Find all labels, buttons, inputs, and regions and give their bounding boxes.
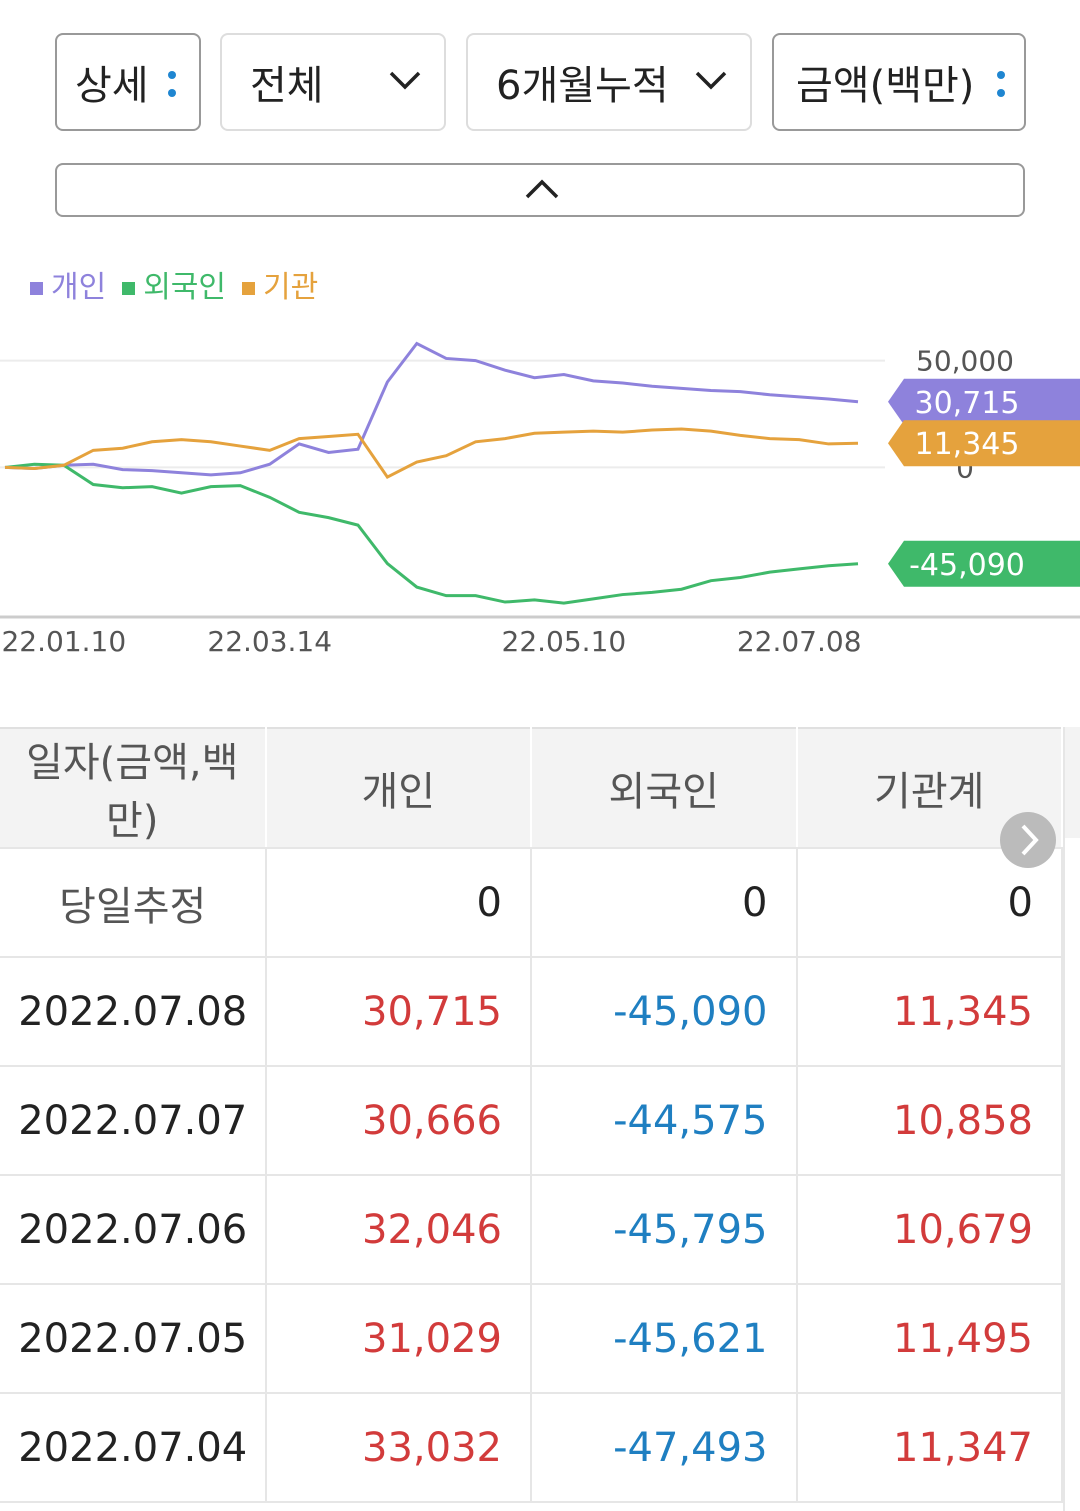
legend-item: 기관: [242, 262, 318, 306]
value-badge: [888, 540, 1080, 587]
date-cell: 2022.07.05: [0, 1283, 267, 1394]
detail-select[interactable]: 상세: [55, 33, 201, 131]
value-cell: 0: [264, 847, 532, 958]
legend-label: 기관: [263, 270, 319, 305]
chevron-right-icon: [1021, 824, 1039, 856]
date-cell: 2022.07.08: [0, 956, 267, 1067]
value-label: 11,345: [915, 427, 1020, 462]
legend-item: 외국인: [122, 262, 226, 306]
menu-icon: [168, 71, 176, 97]
legend-item: 개인: [30, 262, 106, 306]
table-row: 2022.07.08 30,715 -45,090 11,345: [0, 956, 1063, 1067]
value-cell: 30,715: [264, 956, 532, 1067]
chevron-icon: [389, 71, 421, 90]
value-cell: 11,345: [795, 956, 1063, 1067]
legend-swatch: [122, 282, 136, 295]
x-tick-label: 22.03.14: [207, 625, 332, 658]
value-cell: 11,495: [795, 1283, 1063, 1394]
detail-label: 상세: [75, 63, 149, 109]
legend-swatch: [242, 282, 256, 295]
value-cell: -45,795: [530, 1174, 798, 1285]
period-select[interactable]: 6개월누적: [466, 33, 752, 131]
chevron-up-icon: [525, 179, 559, 199]
value-cell: 30,666: [264, 1065, 532, 1176]
value-badge: [888, 378, 1080, 425]
x-tick-label: 22.07.08: [737, 625, 862, 658]
value-cell: 0: [530, 847, 798, 958]
value-cell: -47,493: [530, 1392, 798, 1503]
x-tick-label: 22.05.10: [502, 625, 627, 658]
scope-label: 전체: [250, 63, 324, 109]
value-label: 30,715: [915, 386, 1020, 421]
header-cell: 개인: [264, 727, 532, 849]
value-cell: 10,679: [795, 1174, 1063, 1285]
value-cell: 32,046: [264, 1174, 532, 1285]
value-label: -45,090: [909, 548, 1025, 583]
header-row: 일자(금액,백만) 개인 외국인 기관계: [0, 727, 1063, 849]
table-row: 2022.07.06 32,046 -45,795 10,679: [0, 1174, 1063, 1285]
period-label: 6개월누적: [496, 63, 669, 109]
scope-select[interactable]: 전체: [220, 33, 446, 131]
table-row: 2022.07.07 30,666 -44,575 10,858: [0, 1065, 1063, 1176]
value-cell: 11,347: [795, 1392, 1063, 1503]
date-cell: 당일추정: [0, 847, 267, 958]
legend: 개인 외국인 기관: [30, 262, 318, 306]
collapse-button[interactable]: [55, 163, 1025, 217]
data-table: 일자(금액,백만) 개인 외국인 기관계 당일추정 0 0 0 2022.07.08 30,715…: [0, 727, 1063, 1503]
date-cell: 2022.07.06: [0, 1174, 267, 1285]
table-row: 2022.07.05 31,029 -45,621 11,495: [0, 1283, 1063, 1394]
header-cell: 일자(금액,백만): [0, 727, 267, 849]
series-line: [4, 427, 859, 479]
value-cell: 31,029: [264, 1283, 532, 1394]
series-line: [4, 341, 859, 477]
value-cell: 10,858: [795, 1065, 1063, 1176]
legend-swatch: [30, 282, 43, 295]
table-row: 2022.07.04 33,032 -47,493 11,347: [0, 1392, 1063, 1503]
y-tick-label: 50,000: [916, 345, 1014, 378]
value-cell: -44,575: [530, 1065, 798, 1176]
scroll-right-button[interactable]: [1000, 812, 1056, 868]
table-row: 당일추정 0 0 0: [0, 847, 1063, 958]
legend-label: 외국인: [143, 270, 227, 305]
value-cell: -45,621: [530, 1283, 798, 1394]
legend-label: 개인: [51, 270, 107, 305]
series-line: [4, 462, 859, 605]
date-cell: 2022.07.04: [0, 1392, 267, 1503]
value-cell: -45,090: [530, 956, 798, 1067]
menu-icon: [997, 71, 1005, 97]
unit-select[interactable]: 금액(백만): [772, 33, 1026, 131]
value-badge: [888, 420, 1080, 467]
date-cell: 2022.07.07: [0, 1065, 267, 1176]
chevron-icon: [695, 71, 727, 90]
header-cell: 외국인: [530, 727, 798, 849]
value-cell: 33,032: [264, 1392, 532, 1503]
table-overflow: [1063, 727, 1080, 1511]
unit-label: 금액(백만): [796, 63, 975, 109]
x-tick-label: 22.01.10: [1, 625, 126, 658]
